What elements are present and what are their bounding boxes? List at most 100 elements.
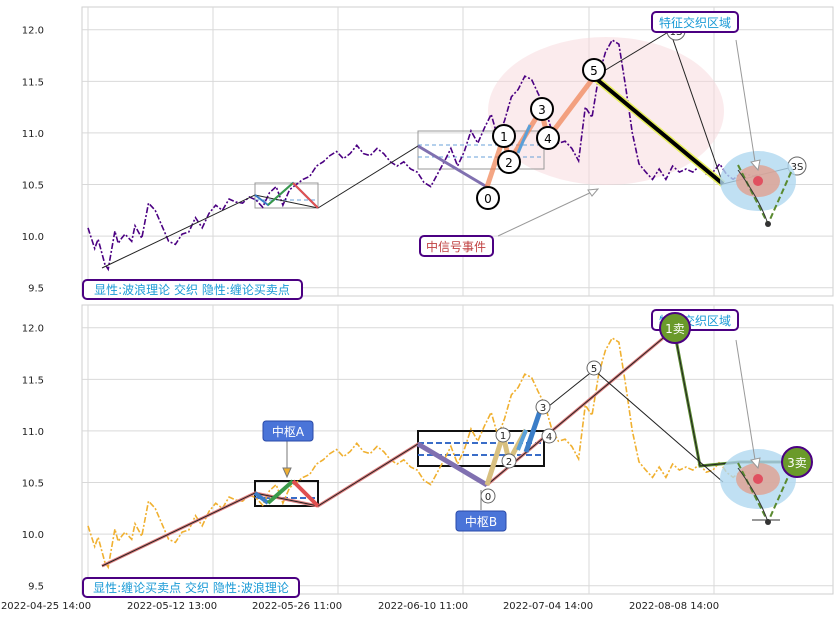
svg-text:3: 3 [540,403,546,414]
top-region-ellipse [488,37,724,185]
svg-text:1: 1 [500,431,506,442]
top-target-arc [737,169,769,225]
bottom-grid [82,305,833,594]
top-y-ticks: 12.0 11.5 11.0 10.5 10.0 9.5 [22,26,44,295]
svg-text:3: 3 [538,103,546,117]
top-panel: 12.0 11.5 11.0 10.5 10.0 9.5 0 1 2 3 4 5 [22,6,834,300]
bottom-region-arrow-head [750,457,761,470]
bottom-y-tick-0: 12.0 [22,324,44,335]
bottom-panel: 12.0 11.5 11.0 10.5 10.0 9.5 0 1 2 3 4 5 [1,304,834,612]
top-wave-down [592,75,725,186]
svg-text:中信号事件: 中信号事件 [426,239,486,254]
top-y-tick-2: 11.0 [22,129,44,140]
bottom-caption: 显性:缠论买卖点 交织 隐性:波浪理论 [82,577,300,598]
bottom-sub-wave-a1 [253,491,270,505]
bottom-target-arc [737,467,769,523]
top-sub-wave-a2 [267,182,294,206]
bottom-wave-label-4: 4 [541,428,557,444]
top-region-arrow-head [750,159,761,172]
top-wave-label-2: 2 [497,150,521,174]
top-wave-label-3: 3 [530,97,554,121]
svg-text:特征交织区域: 特征交织区域 [659,15,731,30]
svg-text:5: 5 [591,364,597,375]
svg-text:中枢A: 中枢A [272,424,305,439]
svg-text:3卖: 3卖 [787,456,807,470]
svg-text:0: 0 [484,192,492,206]
bottom-y-tick-2: 11.0 [22,427,44,438]
bottom-wave-label-0: 0 [480,488,496,504]
top-sub-wave-a3 [292,182,319,209]
bottom-signal-sell-1: 1卖 [659,312,691,344]
bottom-wave-inner [516,429,528,451]
top-target-center [753,176,763,186]
bottom-y-ticks: 12.0 11.5 11.0 10.5 10.0 9.5 [22,324,44,593]
top-wave-inner [516,124,532,154]
bottom-wave-down [593,369,724,483]
top-event-arrow-head [587,188,600,197]
svg-text:5: 5 [590,64,598,78]
bottom-x-tick-4: 2022-07-04 14:00 [503,601,593,612]
bottom-wave-label-3: 3 [535,399,551,415]
svg-text:0: 0 [485,492,491,503]
bottom-pivot-a-label: 中枢A [262,420,314,442]
top-y-tick-3: 10.5 [22,181,44,192]
svg-text:2: 2 [506,457,512,468]
bottom-wave-label-5: 5 [586,360,602,376]
svg-text:2: 2 [505,156,513,170]
bottom-y-tick-5: 9.5 [28,582,44,593]
bottom-x-tick-1: 2022-05-12 13:00 [127,601,217,612]
top-region-label: 特征交织区域 [651,11,739,33]
svg-text:1卖: 1卖 [665,322,685,336]
top-wave-label-5: 5 [582,58,606,82]
bottom-y-tick-3: 10.5 [22,479,44,490]
top-sub-wave-b [417,144,488,189]
top-y-tick-4: 10.0 [22,232,44,243]
bottom-x-tick-2: 2022-05-26 11:00 [252,601,342,612]
bottom-pivot-a-arrow-head [282,467,292,479]
bottom-plot-area [81,304,834,595]
svg-text:3S: 3S [791,162,804,173]
top-wave-label-0: 0 [476,186,500,210]
svg-text:4: 4 [546,432,552,443]
bottom-x-tick-0: 2022-04-25 14:00 [1,601,91,612]
top-caption: 显性:波浪理论 交织 隐性:缠论买卖点 [82,279,303,300]
top-y-tick-5: 9.5 [28,284,44,295]
bottom-wave-label-2: 2 [501,453,517,469]
bottom-sub-wave-b [416,441,489,488]
top-wave-label-4: 4 [536,126,560,150]
bottom-x-ticks: 2022-04-25 14:00 2022-05-12 13:00 2022-05-… [1,601,719,612]
top-stroke-line-2 [593,30,671,78]
bottom-region-arrow [735,339,757,467]
bottom-sub-wave-a3 [291,479,320,508]
top-region-arrow [735,39,757,169]
top-event-label: 中信号事件 [419,235,494,257]
bottom-wave-up [543,369,595,411]
bottom-up-line [486,328,675,486]
top-stroke-line-3 [669,30,724,185]
top-price-series [87,38,761,272]
bottom-x-tick-3: 2022-06-10 11:00 [378,601,468,612]
bottom-wave-leg-3 [523,407,544,453]
bottom-target-point [765,519,771,525]
bottom-price-series [87,336,761,570]
top-wave-label-1: 1 [492,124,516,148]
svg-text:显性:波浪理论 交织 隐性:缠论买卖点: 显性:波浪理论 交织 隐性:缠论买卖点 [94,282,290,297]
bottom-signal-sell-3: 3卖 [781,446,813,478]
bottom-y-tick-4: 10.0 [22,530,44,541]
top-pivot-box-b [417,130,545,170]
svg-text:1: 1 [500,130,508,144]
svg-text:显性:缠论买卖点 交织 隐性:波浪理论: 显性:缠论买卖点 交织 隐性:波浪理论 [93,580,289,595]
top-target-point [765,221,771,227]
bottom-target-center [753,474,763,484]
bottom-pivot-b-label: 中枢B [455,510,507,532]
bottom-x-tick-5: 2022-08-08 14:00 [629,601,719,612]
svg-text:4: 4 [544,132,552,146]
bottom-y-tick-1: 11.5 [22,375,44,386]
bottom-wave-label-1: 1 [495,427,511,443]
top-y-tick-0: 12.0 [22,26,44,37]
bottom-sub-wave-a2 [266,479,295,505]
bottom-pivot-box-b [417,430,545,467]
top-event-arrow [497,189,597,237]
top-y-tick-1: 11.5 [22,77,44,88]
